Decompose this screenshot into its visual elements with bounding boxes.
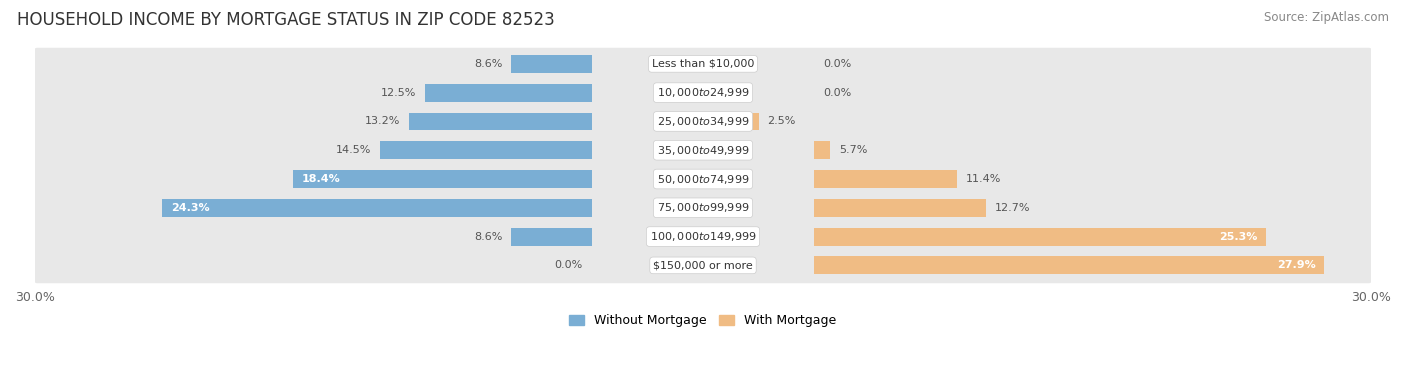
Text: 12.7%: 12.7%	[994, 203, 1031, 213]
Bar	[814, 228, 1267, 245]
Text: HOUSEHOLD INCOME BY MORTGAGE STATUS IN ZIP CODE 82523: HOUSEHOLD INCOME BY MORTGAGE STATUS IN Z…	[17, 11, 554, 29]
Text: 13.2%: 13.2%	[364, 116, 401, 126]
Text: $50,000 to $74,999: $50,000 to $74,999	[657, 173, 749, 185]
Bar	[814, 141, 830, 159]
Text: 0.0%: 0.0%	[824, 88, 852, 98]
Bar	[425, 84, 592, 101]
Text: $100,000 to $149,999: $100,000 to $149,999	[650, 230, 756, 243]
Bar	[814, 170, 957, 188]
Text: 24.3%: 24.3%	[170, 203, 209, 213]
Text: $35,000 to $49,999: $35,000 to $49,999	[657, 144, 749, 157]
Bar	[409, 112, 592, 130]
Text: 5.7%: 5.7%	[839, 145, 868, 155]
Bar	[814, 256, 1324, 274]
Text: 14.5%: 14.5%	[336, 145, 371, 155]
Text: Source: ZipAtlas.com: Source: ZipAtlas.com	[1264, 11, 1389, 24]
Text: $150,000 or more: $150,000 or more	[654, 261, 752, 270]
FancyBboxPatch shape	[34, 48, 1372, 82]
Text: 8.6%: 8.6%	[474, 59, 502, 69]
Text: 27.9%: 27.9%	[1277, 261, 1316, 270]
Text: 12.5%: 12.5%	[381, 88, 416, 98]
FancyBboxPatch shape	[34, 163, 1372, 197]
FancyBboxPatch shape	[34, 134, 1372, 168]
FancyBboxPatch shape	[34, 249, 1372, 283]
Bar	[380, 141, 592, 159]
Text: 25.3%: 25.3%	[1219, 231, 1257, 242]
Bar	[703, 112, 759, 130]
Bar	[814, 199, 986, 217]
Text: 0.0%: 0.0%	[554, 261, 582, 270]
Text: $10,000 to $24,999: $10,000 to $24,999	[657, 86, 749, 99]
Bar	[294, 170, 592, 188]
Legend: Without Mortgage, With Mortgage: Without Mortgage, With Mortgage	[564, 309, 842, 332]
Text: 8.6%: 8.6%	[474, 231, 502, 242]
Text: 18.4%: 18.4%	[302, 174, 340, 184]
Text: $75,000 to $99,999: $75,000 to $99,999	[657, 201, 749, 214]
Text: 0.0%: 0.0%	[824, 59, 852, 69]
Text: 11.4%: 11.4%	[966, 174, 1001, 184]
FancyBboxPatch shape	[34, 221, 1372, 254]
Text: Less than $10,000: Less than $10,000	[652, 59, 754, 69]
Text: $25,000 to $34,999: $25,000 to $34,999	[657, 115, 749, 128]
FancyBboxPatch shape	[34, 77, 1372, 110]
Bar	[162, 199, 592, 217]
FancyBboxPatch shape	[34, 105, 1372, 139]
FancyBboxPatch shape	[34, 192, 1372, 226]
Text: 2.5%: 2.5%	[768, 116, 796, 126]
Bar	[512, 55, 592, 73]
Bar	[512, 228, 592, 245]
